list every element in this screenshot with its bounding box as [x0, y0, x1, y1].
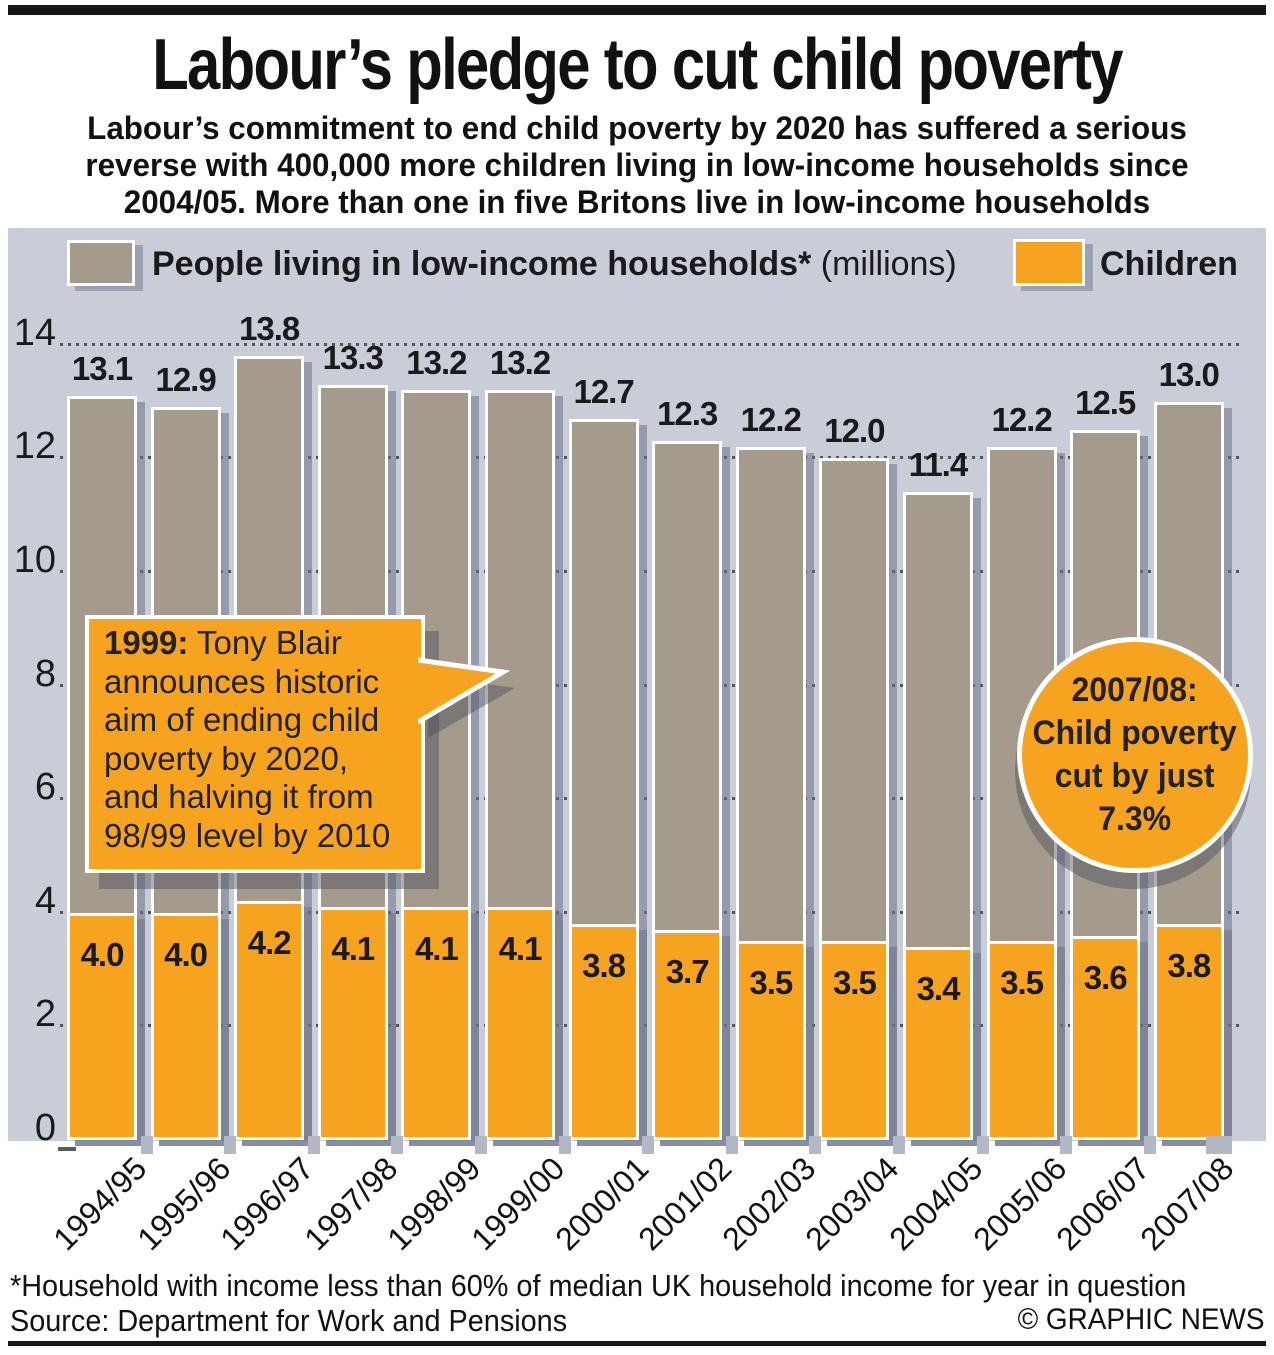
gridline-8 — [60, 683, 1240, 687]
children-bar-2000/01 — [568, 924, 639, 1140]
y-axis-label-8: 8 — [34, 652, 56, 695]
speech-bubble-year: 1999: — [104, 624, 189, 661]
households-value-label-2006/07: 12.5 — [1075, 384, 1136, 421]
households-value-label-2001/02: 12.3 — [657, 395, 718, 433]
children-value-label-2007/08: 3.8 — [1167, 947, 1211, 985]
children-value-label-1996/97: 4.2 — [247, 924, 292, 962]
legend-label-households-units: (millions) — [811, 245, 957, 283]
speech-bubble-tail-border — [418, 657, 511, 725]
children-value-label-1994/95: 4.0 — [80, 935, 125, 973]
y-axis-zero-dash — [58, 1147, 76, 1151]
households-value-label-2007/08: 13.0 — [1158, 355, 1220, 393]
speech-bubble-tail — [418, 657, 515, 738]
children-value-label-2004/05: 3.4 — [916, 969, 961, 1007]
children-value-label-2005/06: 3.5 — [1000, 964, 1044, 1002]
gridline-10 — [60, 570, 1240, 573]
x-axis-tick-9 — [809, 1136, 822, 1154]
legend-label-households-bold: People living in low-income households* — [152, 245, 812, 283]
children-value-label-2001/02: 3.7 — [665, 952, 710, 990]
children-bar-2007/08 — [1153, 924, 1224, 1140]
children-value-label-1995/96: 4.0 — [164, 935, 208, 973]
x-axis-tick-10 — [893, 1136, 905, 1154]
legend-label-households: People living in low-income households* … — [152, 240, 957, 286]
speech-bubble-tail-fill — [418, 660, 503, 722]
x-axis-tick-6 — [558, 1136, 571, 1154]
children-value-label-1997/98: 4.1 — [331, 930, 375, 968]
households-value-label-1997/98: 13.3 — [322, 338, 384, 376]
children-value-label-2000/01: 3.8 — [582, 947, 626, 985]
gridline-12 — [60, 456, 1240, 460]
x-axis-tick-8 — [725, 1136, 738, 1154]
children-value-label-2003/04: 3.5 — [832, 964, 877, 1002]
gridline-2 — [60, 1024, 1240, 1028]
children-bar-1999/00 — [485, 907, 555, 1140]
children-bar-2005/06 — [986, 941, 1057, 1140]
circle-callout-text: 2007/08: Child poverty cut by just 7.3% — [1032, 671, 1238, 838]
speech-bubble-1999 — [85, 615, 425, 873]
y-axis-label-12: 12 — [13, 425, 56, 468]
legend-label-children: Children — [1100, 245, 1238, 283]
top-rule — [8, 5, 1266, 15]
x-axis-tick-7 — [642, 1136, 655, 1154]
x-axis-tick-5 — [475, 1136, 487, 1154]
children-bar-2001/02 — [652, 929, 723, 1140]
households-value-label-1994/95: 13.1 — [71, 349, 133, 387]
households-value-label-1995/96: 12.9 — [155, 361, 216, 399]
children-bar-1995/96 — [150, 912, 221, 1140]
children-bar-1997/98 — [317, 907, 388, 1140]
households-value-label-2003/04: 12.0 — [824, 412, 885, 450]
children-bar-1998/99 — [401, 907, 472, 1140]
children-value-label-2006/07: 3.6 — [1083, 958, 1128, 996]
footnote: *Household with income less than 60% of … — [10, 1268, 1187, 1303]
x-axis-tick-12 — [1060, 1136, 1073, 1154]
households-value-label-2000/01: 12.7 — [573, 372, 634, 410]
x-axis-tick-13 — [1143, 1136, 1156, 1154]
speech-bubble-text: 1999: Tony Blair announces historic aim … — [104, 624, 416, 855]
households-value-label-1998/99: 13.2 — [406, 344, 467, 382]
x-axis-tick-4 — [391, 1136, 404, 1154]
households-value-label-1996/97: 13.8 — [239, 310, 300, 348]
households-value-label-1999/00: 13.2 — [489, 344, 551, 382]
y-axis-label-4: 4 — [34, 879, 56, 922]
children-value-label-2002/03: 3.5 — [749, 964, 793, 1002]
y-axis-label-0: 0 — [34, 1107, 56, 1149]
children-bar-1994/95 — [67, 912, 137, 1140]
households-value-label-2005/06: 12.2 — [991, 401, 1052, 439]
legend-swatch-households — [67, 240, 135, 286]
x-axis-tick-1 — [140, 1136, 153, 1154]
y-axis-label-2: 2 — [34, 993, 56, 1036]
legend-swatch-children — [1013, 239, 1085, 286]
bottom-rule — [8, 1341, 1266, 1346]
children-value-label-1998/99: 4.1 — [414, 930, 459, 968]
children-bar-2002/03 — [735, 941, 806, 1140]
page-title: Labour’s pledge to cut child poverty — [152, 25, 1123, 105]
gridline-14 — [60, 342, 1240, 346]
children-bar-2004/05 — [903, 946, 973, 1140]
credit-line: © GRAPHIC NEWS — [1017, 1303, 1264, 1336]
children-bar-2006/07 — [1070, 935, 1141, 1140]
gridline-6 — [60, 797, 1240, 801]
children-bar-1996/97 — [234, 901, 305, 1140]
children-value-label-1999/00: 4.1 — [498, 930, 543, 968]
x-axis-tick-3 — [307, 1136, 320, 1154]
y-axis-label-6: 6 — [34, 766, 56, 809]
x-axis-tick-11 — [976, 1136, 989, 1154]
speech-bubble-body: Tony Blair announces historic aim of end… — [104, 624, 391, 854]
y-axis-label-10: 10 — [13, 539, 56, 581]
x-axis-tick-2 — [224, 1136, 237, 1154]
circle-callout-2007-08: 2007/08: Child poverty cut by just 7.3% — [1017, 637, 1253, 873]
households-value-label-2004/05: 11.4 — [908, 446, 968, 484]
households-value-label-2002/03: 12.2 — [740, 401, 802, 439]
children-bar-2003/04 — [819, 941, 890, 1140]
y-axis-label-14: 14 — [13, 311, 56, 354]
source-line: Source: Department for Work and Pensions — [10, 1303, 568, 1338]
gridline-4 — [60, 910, 1240, 914]
page-subtitle: Labour’s commitment to end child poverty… — [85, 110, 1189, 220]
x-axis-tick-end — [1206, 1136, 1232, 1154]
